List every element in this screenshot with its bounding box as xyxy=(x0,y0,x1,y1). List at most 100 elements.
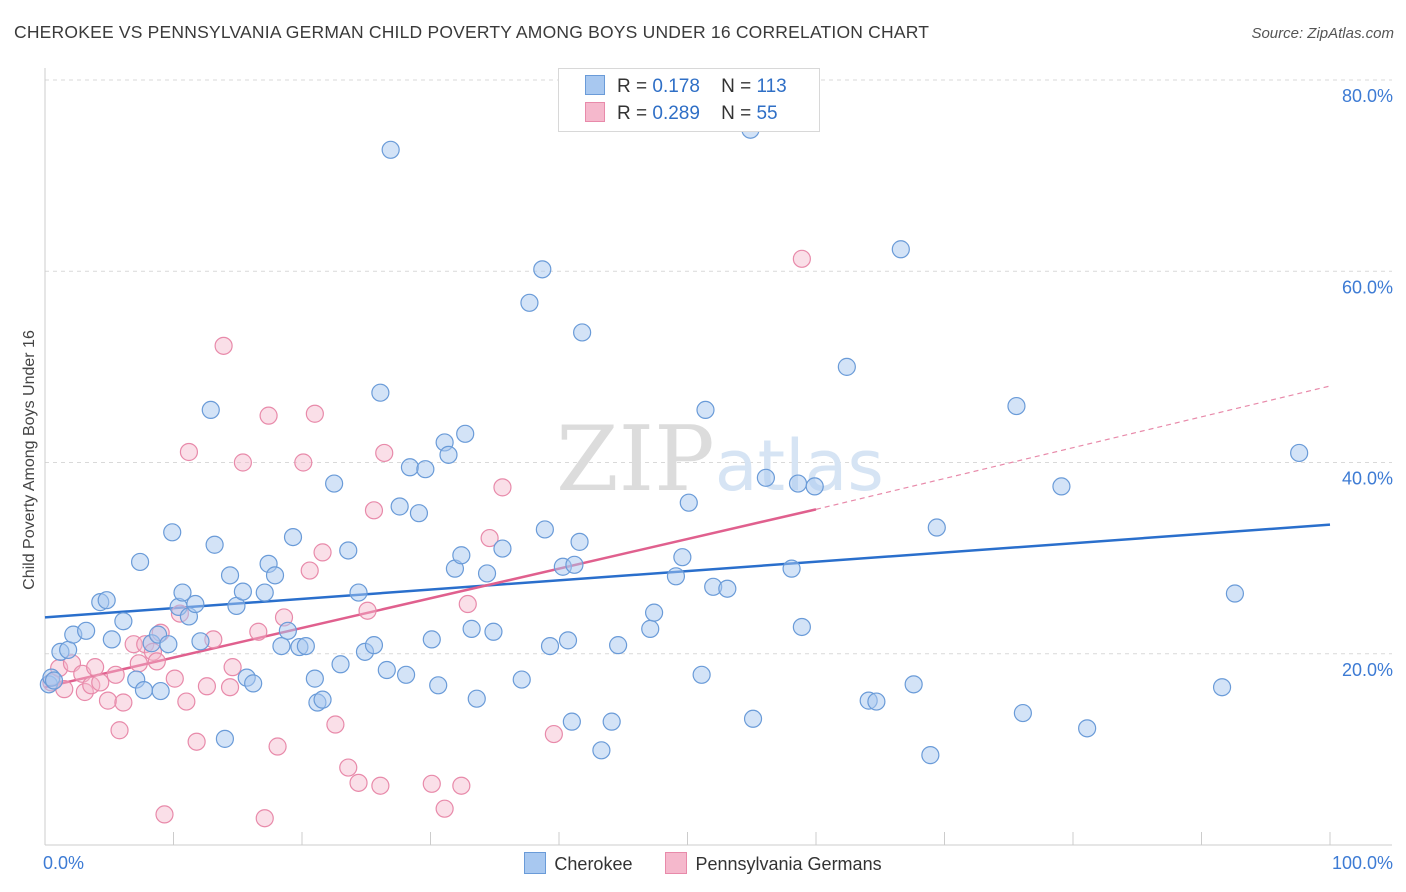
penn-german-point xyxy=(214,336,233,355)
cherokee-point xyxy=(477,564,497,583)
cherokee-point xyxy=(220,566,240,585)
cherokee-point xyxy=(602,712,621,731)
cherokee-trend-line xyxy=(44,523,1331,619)
cherokee-point xyxy=(163,523,182,542)
cherokee-point xyxy=(159,635,178,654)
penn-german-point xyxy=(75,682,94,702)
cherokee-point xyxy=(97,591,116,610)
cherokee-point xyxy=(283,527,303,547)
cherokee-swatch xyxy=(585,75,605,95)
cherokee-point xyxy=(331,655,350,674)
n-label: N = xyxy=(721,103,752,124)
n-value: 113 xyxy=(756,76,787,97)
r-value: 0.289 xyxy=(652,103,700,124)
penn-german-point xyxy=(179,442,199,462)
cherokee-point xyxy=(205,535,224,554)
cherokee-point xyxy=(921,746,940,765)
cherokee-point xyxy=(134,680,154,700)
cherokee-point xyxy=(400,458,420,477)
cherokee-point xyxy=(130,552,150,572)
cherokee-point xyxy=(891,240,910,259)
legend-item-penn: Pennsylvania Germans xyxy=(665,852,882,875)
tick-labels: 20.0% 40.0% 60.0% 80.0% 0.0% 100.0% xyxy=(43,86,1393,873)
cherokee-point xyxy=(540,636,560,656)
penn-german-point xyxy=(86,658,105,677)
cherokee-point xyxy=(456,424,475,443)
cherokee-point xyxy=(364,636,384,655)
cherokee-point xyxy=(535,520,554,539)
cherokee-point xyxy=(396,665,416,684)
penn-german-point xyxy=(129,654,148,673)
legend-item-cherokee: Cherokee xyxy=(524,852,632,875)
cherokee-point xyxy=(484,622,503,641)
penn-trend-line xyxy=(44,508,817,689)
cherokee-point xyxy=(390,497,409,516)
r-label: R = xyxy=(617,76,648,97)
penn-german-point xyxy=(358,601,377,620)
cherokee-point xyxy=(679,493,698,512)
cherokee-point xyxy=(1290,443,1309,463)
cherokee-point xyxy=(927,518,946,537)
r-label: R = xyxy=(617,103,648,124)
stats-legend: R = 0.178 N = 113 R = 0.289 N = 55 xyxy=(558,68,820,132)
cherokee-point xyxy=(377,660,396,680)
penn-german-point xyxy=(339,758,358,777)
penn-german-point xyxy=(792,249,811,268)
n-value: 55 xyxy=(756,103,778,124)
penn-german-point xyxy=(422,774,441,793)
cherokee-point xyxy=(788,474,808,493)
cherokee-point xyxy=(533,260,552,279)
cherokee-point xyxy=(296,636,315,656)
cherokee-point xyxy=(1013,703,1032,723)
cherokee-point xyxy=(305,669,324,688)
penn-german-point xyxy=(114,693,133,712)
cherokee-point xyxy=(493,539,512,558)
cherokee-point xyxy=(416,460,435,479)
penn-german-point xyxy=(458,594,477,614)
cherokee-point xyxy=(573,323,592,342)
penn-german-point xyxy=(364,501,384,520)
cherokee-point xyxy=(409,504,429,523)
legend-row-penn: R = 0.289 N = 55 xyxy=(585,102,778,125)
cherokee-point xyxy=(592,741,611,760)
cherokee-point xyxy=(467,689,486,708)
r-value: 0.178 xyxy=(652,76,700,97)
cherokee-point xyxy=(1225,584,1245,603)
penn-german-point xyxy=(98,691,118,710)
y-tick-label: 40.0% xyxy=(1342,469,1393,489)
y-tick-label: 60.0% xyxy=(1342,277,1393,297)
cherokee-point xyxy=(904,675,923,694)
penn-german-point xyxy=(326,715,345,734)
cherokee-point xyxy=(272,636,291,656)
penn-german-point xyxy=(300,561,319,580)
cherokee-point xyxy=(570,532,589,551)
penn-german-point xyxy=(313,543,332,562)
source-label: Source: ZipAtlas.com xyxy=(1251,25,1394,42)
cherokee-point xyxy=(186,594,205,614)
cherokee-point xyxy=(381,140,400,159)
cherokee-point xyxy=(565,555,584,574)
cherokee-point xyxy=(349,583,368,602)
cherokee-point xyxy=(462,619,481,638)
cherokee-point xyxy=(792,617,811,637)
cherokee-point xyxy=(114,612,133,631)
penn-swatch xyxy=(665,852,688,874)
penn-german-point xyxy=(106,665,125,684)
cherokee-point xyxy=(644,603,664,622)
cherokee-point xyxy=(339,541,358,560)
watermark-atlas: atlas xyxy=(715,425,884,507)
cherokee-point xyxy=(151,681,170,701)
penn-german-point xyxy=(493,478,512,497)
cherokee-point xyxy=(59,640,78,660)
cherokee-point xyxy=(641,619,660,638)
penn-german-point xyxy=(177,692,196,711)
chart-title: CHEROKEE VS PENNSYLVANIA GERMAN CHILD PO… xyxy=(14,22,930,42)
legend-label: Cherokee xyxy=(554,854,633,874)
cherokee-point xyxy=(1007,396,1026,416)
cherokee-point xyxy=(265,566,285,585)
cherokee-point xyxy=(867,692,886,711)
cherokee-point xyxy=(255,583,274,602)
trend-lines xyxy=(44,385,1331,689)
cherokee-point xyxy=(173,583,192,602)
